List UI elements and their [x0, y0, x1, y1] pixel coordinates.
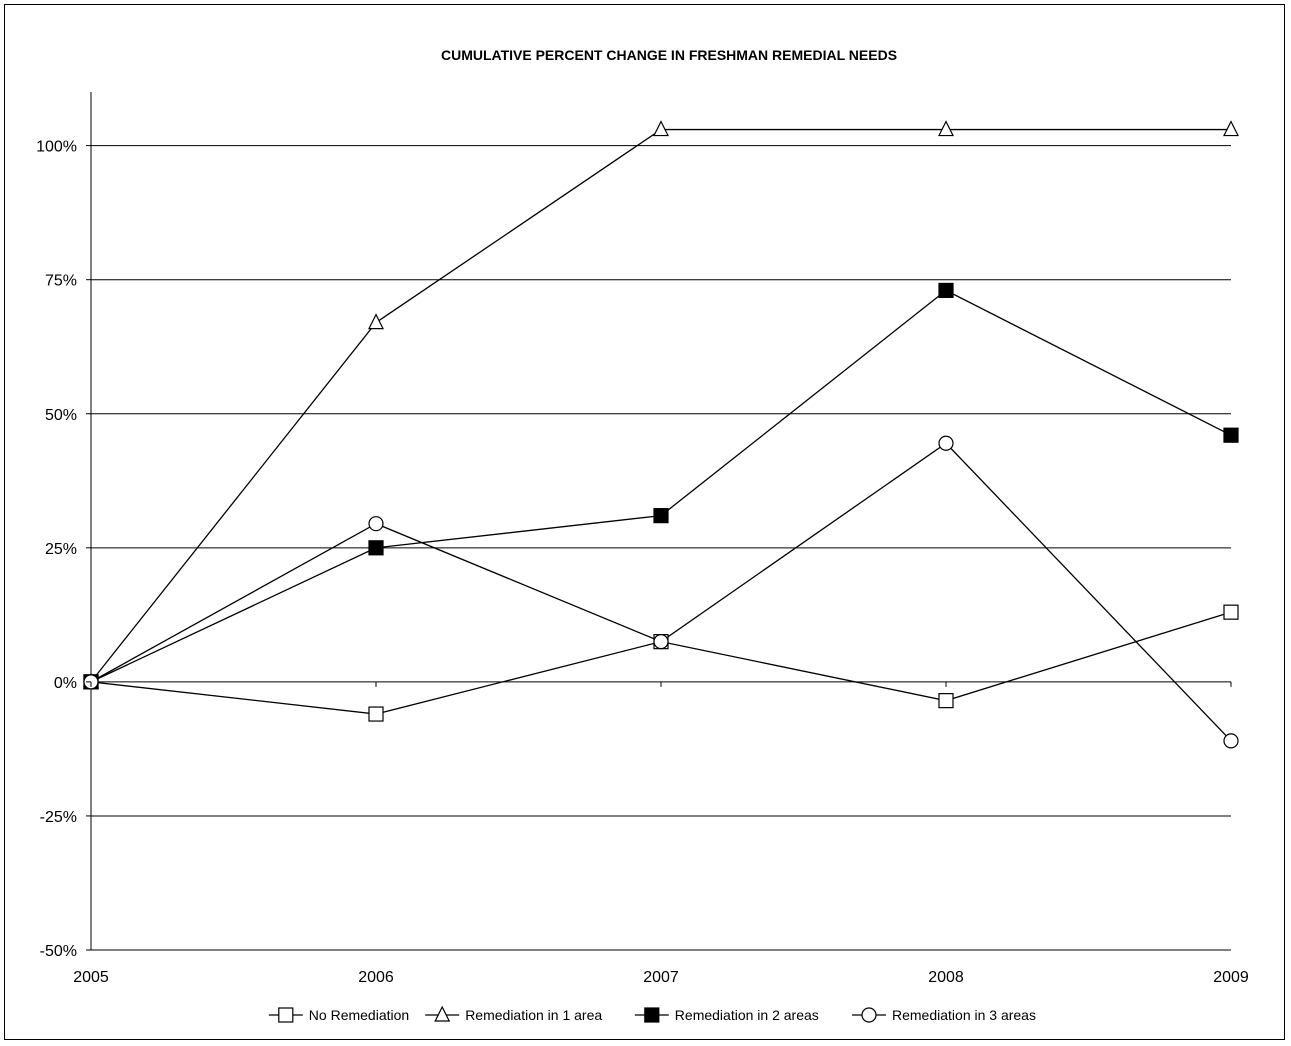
data-point-s3-2006 — [368, 540, 384, 556]
legend-marker — [278, 1007, 294, 1023]
legend-marker — [644, 1007, 660, 1023]
series-line-4 — [90, 442, 1232, 742]
y-tick-label: 75% — [45, 273, 77, 290]
data-point-s4-2008 — [938, 435, 954, 451]
legend-item-2: Remediation in 1 area — [425, 1005, 602, 1023]
data-point-s3-2009 — [1223, 427, 1239, 443]
data-point-s4-2007 — [653, 634, 669, 650]
x-tick-label: 2006 — [358, 969, 394, 986]
data-point-s3-2008 — [938, 282, 954, 299]
legend-item-4: Remediation in 3 areas — [852, 1007, 1036, 1023]
x-tick-label: 2009 — [1213, 969, 1249, 986]
data-point-s4-2006 — [368, 516, 384, 532]
data-point-s2-2008 — [938, 120, 954, 137]
data-point-s1-2006 — [368, 706, 384, 722]
x-tick-label: 2007 — [643, 969, 679, 986]
legend-label: No Remediation — [309, 1007, 409, 1023]
legend-marker — [861, 1007, 877, 1023]
y-tick-label: 0% — [54, 675, 77, 692]
y-tick-label: 25% — [45, 541, 77, 558]
chart-title: CUMULATIVE PERCENT CHANGE IN FRESHMAN RE… — [441, 47, 897, 63]
data-point-s2-2006 — [368, 313, 384, 330]
data-point-s2-2007 — [653, 120, 669, 137]
y-tick-label: -50% — [40, 943, 77, 960]
x-tick-label: 2008 — [928, 969, 964, 986]
series-line-2 — [90, 128, 1231, 683]
chart-frame: CUMULATIVE PERCENT CHANGE IN FRESHMAN RE… — [4, 4, 1285, 1040]
data-point-s2-2009 — [1223, 120, 1239, 137]
series-line-3 — [90, 289, 1232, 683]
data-point-s4-2009 — [1223, 733, 1239, 749]
series-line-1 — [90, 611, 1232, 715]
data-point-s1-2008 — [938, 693, 954, 709]
legend-label: Remediation in 1 area — [465, 1007, 602, 1023]
line-chart: CUMULATIVE PERCENT CHANGE IN FRESHMAN RE… — [36, 47, 1249, 1023]
x-tick-label: 2005 — [73, 969, 109, 986]
legend-item-3: Remediation in 2 areas — [634, 1007, 819, 1023]
data-point-s1-2009 — [1223, 604, 1239, 620]
y-tick-label: 50% — [45, 407, 77, 424]
legend-marker — [434, 1005, 451, 1022]
y-tick-label: 100% — [36, 139, 77, 156]
y-tick-label: -25% — [40, 809, 77, 826]
legend-label: Remediation in 2 areas — [675, 1007, 819, 1023]
data-point-s3-2007 — [653, 508, 669, 524]
legend-item-1: No Remediation — [268, 1007, 409, 1023]
legend-label: Remediation in 3 areas — [892, 1007, 1036, 1023]
